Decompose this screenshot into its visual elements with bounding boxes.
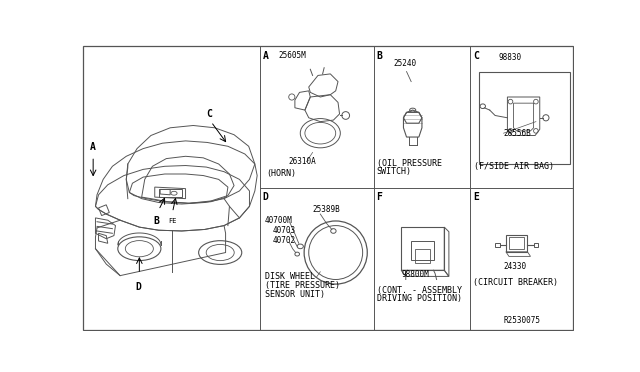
Text: 40700M: 40700M [265, 216, 292, 225]
Text: B: B [376, 51, 382, 61]
Text: SWITCH): SWITCH) [376, 167, 412, 176]
Bar [479, 71, 570, 164]
Text: (CONT. - ASSEMBLY: (CONT. - ASSEMBLY [376, 286, 461, 295]
Text: 98830: 98830 [499, 53, 522, 62]
Text: FE: FE [168, 218, 177, 224]
Bar [506, 235, 527, 252]
Text: 98800M: 98800M [401, 270, 429, 279]
Text: 25605M: 25605M [278, 51, 306, 60]
Text: C: C [473, 51, 479, 61]
Text: D: D [262, 192, 268, 202]
Text: R2530075: R2530075 [504, 316, 541, 326]
Text: (CIRCUIT BREAKER): (CIRCUIT BREAKER) [473, 278, 558, 287]
Text: 40703: 40703 [273, 226, 296, 235]
Bar [415, 249, 431, 263]
Text: B: B [153, 216, 159, 225]
Text: (OIL PRESSURE: (OIL PRESSURE [376, 159, 442, 168]
Text: (F/SIDE AIR BAG): (F/SIDE AIR BAG) [474, 163, 554, 171]
Text: F: F [376, 192, 382, 202]
Bar [411, 241, 435, 260]
Text: 25240: 25240 [394, 59, 417, 68]
Text: D: D [136, 282, 141, 292]
Text: DRIVING POSITION): DRIVING POSITION) [376, 294, 461, 303]
Text: A: A [90, 142, 96, 153]
Text: 40702: 40702 [273, 236, 296, 245]
Text: 28556B: 28556B [504, 128, 531, 138]
Bar [534, 243, 538, 247]
Text: C: C [206, 109, 212, 119]
Text: (TIRE PRESSURE): (TIRE PRESSURE) [265, 281, 340, 290]
Bar [509, 237, 524, 250]
Text: SENSOR UNIT): SENSOR UNIT) [265, 290, 325, 299]
Text: A: A [262, 51, 268, 61]
Text: 24330: 24330 [504, 263, 527, 272]
Text: E: E [473, 192, 479, 202]
Text: 25389B: 25389B [312, 205, 340, 215]
Bar [495, 243, 500, 247]
Text: DISK WHEEL: DISK WHEEL [265, 272, 315, 282]
Text: (HORN): (HORN) [266, 169, 296, 177]
Text: 26310A: 26310A [288, 157, 316, 166]
